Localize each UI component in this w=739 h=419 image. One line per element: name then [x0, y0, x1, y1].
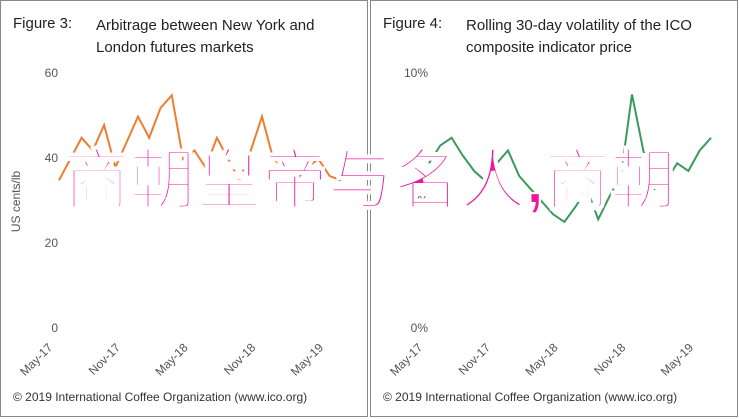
- chart-title: Arbitrage between New York and London fu…: [96, 17, 315, 56]
- figure-label: Figure 3:: [13, 15, 73, 32]
- x-tick-label: May-18: [523, 340, 561, 378]
- panel: Figure 4: Rolling 30-day volatility of t…: [370, 0, 738, 417]
- x-tick-label: Nov-17: [456, 340, 493, 377]
- y-tick-label: 60: [45, 66, 59, 80]
- chart: 0% 5% 10% May-17 Nov-17 May-18 Nov-18 May-19: [387, 66, 712, 379]
- source: © 2019 International Coffee Organization…: [13, 390, 308, 404]
- y-axis-label: US cents/lb: [9, 170, 23, 232]
- y-tick-label: 40: [45, 151, 59, 165]
- x-tick-label: Nov-18: [591, 340, 628, 377]
- x-tick-label: May-19: [288, 340, 326, 378]
- y-tick-label: 5%: [411, 194, 429, 208]
- overlay-text: 商朝皇帝与名人,商朝: [63, 142, 677, 218]
- x-tick-label: May-17: [17, 340, 55, 378]
- y-tick-label: 0: [51, 321, 58, 335]
- source: © 2019 International Coffee Organization…: [383, 390, 678, 404]
- x-tick-label: May-19: [658, 340, 696, 378]
- data-line: [428, 94, 712, 224]
- x-tick-label: Nov-17: [86, 340, 123, 377]
- chart-title: Rolling 30-day volatility of the ICO com…: [466, 17, 692, 56]
- x-tick-label: Nov-18: [221, 340, 258, 377]
- x-tick-label: May-17: [387, 340, 425, 378]
- chart: 0 20 40 60 US cents/lb May-17 Nov-17 May-18 Nov-…: [9, 66, 342, 379]
- y-tick-label: 10%: [404, 66, 428, 80]
- panel: Figure 3: Arbitrage between New York and…: [0, 0, 368, 417]
- y-tick-label: 20: [45, 236, 59, 250]
- y-tick-label: 0%: [411, 321, 429, 335]
- x-tick-label: May-18: [153, 340, 191, 378]
- figure-label: Figure 4:: [383, 15, 443, 32]
- data-line: [58, 93, 342, 183]
